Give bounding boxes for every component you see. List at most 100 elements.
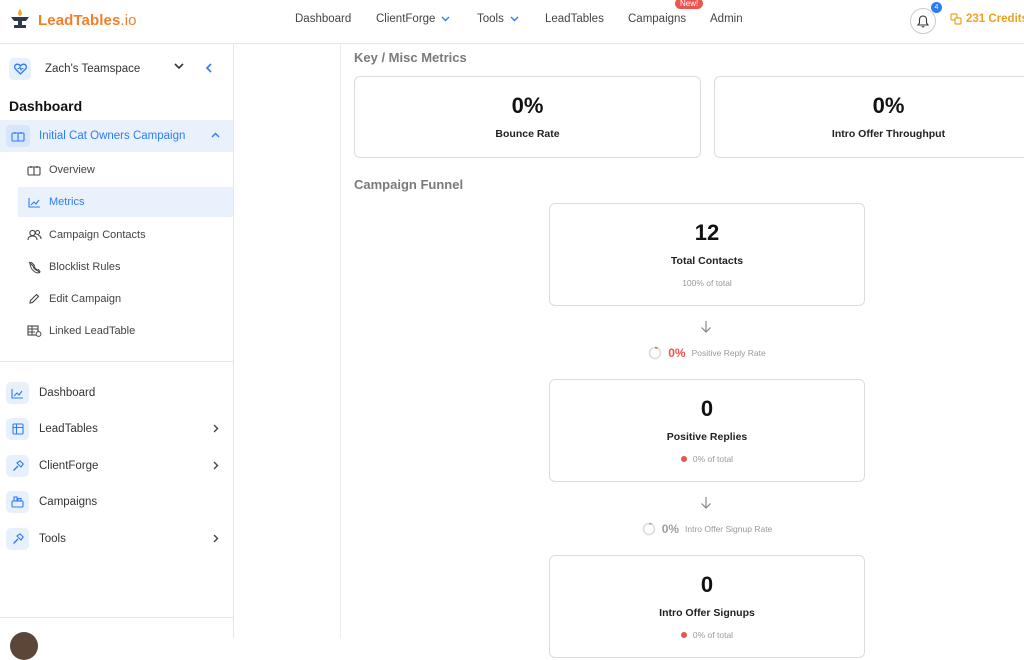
nav-dashboard-label: Dashboard bbox=[295, 13, 352, 25]
funnel-card-positive-replies: 0 Positive Replies 0% of total bbox=[549, 379, 865, 482]
arrow-down-icon bbox=[701, 321, 711, 333]
content-divider bbox=[340, 44, 341, 638]
nav-admin[interactable]: Admin bbox=[710, 13, 743, 25]
metric-label: Bounce Rate bbox=[495, 128, 560, 140]
rate-label: Positive Reply Rate bbox=[691, 348, 766, 358]
notifications-button[interactable] bbox=[910, 8, 936, 34]
sidebar-item-overview[interactable]: Overview bbox=[18, 155, 233, 185]
sidebar-item-blocklist-rules[interactable]: Blocklist Rules bbox=[18, 252, 233, 282]
funnel-value: 0 bbox=[700, 396, 714, 421]
brand-logo[interactable]: LeadTables.io bbox=[8, 7, 137, 33]
anvil-logo-icon bbox=[8, 7, 32, 33]
chevron-right-icon bbox=[213, 461, 219, 470]
funnel-label: Total Contacts bbox=[670, 255, 744, 267]
chevron-down-icon bbox=[441, 16, 450, 22]
nav-campaigns-label: Campaigns bbox=[628, 13, 687, 25]
campaign-card-icon bbox=[6, 125, 30, 147]
sidebar-divider bbox=[0, 361, 233, 362]
sidebar-item-leadtables[interactable]: LeadTables bbox=[6, 416, 226, 442]
sidebar-item-label: Blocklist Rules bbox=[49, 261, 121, 273]
nav-clientforge[interactable]: ClientForge bbox=[376, 13, 450, 25]
intro-offer-signup-rate: 0% Intro Offer Signup Rate bbox=[549, 522, 865, 536]
chevron-up-icon[interactable] bbox=[211, 132, 220, 138]
nav-dashboard[interactable]: Dashboard bbox=[295, 13, 351, 25]
funnel-card-total-contacts: 12 Total Contacts 100% of total bbox=[549, 203, 865, 306]
tools-icon bbox=[6, 528, 29, 550]
positive-reply-rate: 0% Positive Reply Rate bbox=[549, 346, 865, 360]
metric-value: 0% bbox=[511, 93, 544, 118]
nav-clientforge-label: ClientForge bbox=[376, 13, 436, 25]
chevron-down-icon bbox=[510, 16, 519, 22]
credits-label: 231 Credits bbox=[966, 13, 1024, 25]
notification-count-badge: 4 bbox=[931, 2, 942, 13]
collapse-sidebar-icon[interactable] bbox=[205, 63, 212, 73]
sidebar-item-label: Campaign Contacts bbox=[49, 229, 146, 241]
metric-card-intro-offer-throughput: 0% Intro Offer Throughput bbox=[714, 76, 1024, 158]
sidebar-item-metrics[interactable]: Metrics bbox=[18, 187, 233, 217]
chart-icon bbox=[26, 197, 42, 208]
chevron-right-icon bbox=[213, 534, 219, 543]
progress-ring-icon bbox=[648, 346, 662, 360]
nav-tools[interactable]: Tools bbox=[477, 13, 519, 25]
nav-admin-label: Admin bbox=[710, 13, 743, 25]
rate-percent: 0% bbox=[661, 522, 680, 536]
sidebar-item-label: Dashboard bbox=[39, 387, 96, 399]
heart-shield-icon bbox=[9, 58, 31, 80]
status-dot bbox=[680, 456, 687, 462]
funnel-sub-text: 100% of total bbox=[682, 278, 732, 288]
sidebar-item-label: Metrics bbox=[49, 196, 85, 208]
credits-display[interactable]: 231 Credits bbox=[950, 13, 1024, 25]
funnel-label: Positive Replies bbox=[666, 431, 748, 443]
nav-leadtables-label: LeadTables bbox=[545, 13, 604, 25]
chevron-down-icon[interactable] bbox=[174, 63, 184, 70]
nav-campaigns[interactable]: Campaigns bbox=[628, 13, 686, 25]
sidebar-item-label: Tools bbox=[39, 533, 66, 545]
sidebar-item-label: Campaigns bbox=[39, 496, 98, 508]
sidebar-item-campaign-contacts[interactable]: Campaign Contacts bbox=[18, 220, 233, 250]
sidebar-item-dashboard[interactable]: Dashboard bbox=[6, 380, 226, 406]
sidebar-item-label: Linked LeadTable bbox=[49, 325, 136, 337]
sidebar-item-label: Edit Campaign bbox=[49, 293, 122, 305]
funnel-sub-text: 0% of total bbox=[692, 454, 734, 464]
metric-value: 0% bbox=[872, 93, 905, 118]
funnel-value: 0 bbox=[700, 572, 714, 597]
sidebar-item-clientforge[interactable]: ClientForge bbox=[6, 453, 226, 479]
table-link-icon bbox=[26, 325, 42, 337]
pencil-icon bbox=[26, 293, 42, 305]
key-metrics-title: Key / Misc Metrics bbox=[354, 50, 467, 65]
campaigns-icon bbox=[6, 491, 29, 513]
sidebar-item-edit-campaign[interactable]: Edit Campaign bbox=[18, 284, 233, 314]
sidebar-item-label: LeadTables bbox=[39, 423, 98, 435]
rate-label: Intro Offer Signup Rate bbox=[685, 524, 773, 534]
teamspace-selector[interactable]: Zach's Teamspace bbox=[9, 57, 224, 81]
sidebar: Zach's Teamspace Dashboard Initial Cat O… bbox=[0, 44, 234, 660]
funnel-label: Intro Offer Signups bbox=[659, 607, 755, 619]
nav-leadtables[interactable]: LeadTables bbox=[545, 13, 604, 25]
avatar[interactable] bbox=[10, 632, 38, 660]
overview-icon bbox=[26, 165, 42, 176]
chevron-right-icon bbox=[213, 424, 219, 433]
sidebar-campaign-item[interactable]: Initial Cat Owners Campaign bbox=[0, 120, 233, 152]
bell-icon bbox=[917, 14, 929, 28]
sidebar-divider bbox=[0, 617, 233, 618]
campaign-name: Initial Cat Owners Campaign bbox=[39, 130, 186, 142]
sidebar-item-tools[interactable]: Tools bbox=[6, 526, 226, 552]
arrow-down-icon bbox=[701, 497, 711, 509]
funnel-card-intro-offer-signups: 0 Intro Offer Signups 0% of total bbox=[549, 555, 865, 658]
sidebar-item-label: Overview bbox=[49, 164, 95, 176]
funnel-sub: 0% of total bbox=[550, 454, 864, 464]
progress-ring-icon bbox=[642, 522, 655, 536]
status-dot bbox=[680, 632, 687, 638]
sidebar-item-linked-leadtable[interactable]: Linked LeadTable bbox=[18, 316, 233, 346]
funnel-sub-text: 0% of total bbox=[692, 630, 734, 640]
campaign-funnel-title: Campaign Funnel bbox=[354, 177, 464, 192]
nav-tools-label: Tools bbox=[477, 13, 504, 25]
new-badge: New! bbox=[675, 0, 704, 9]
sidebar-item-campaigns[interactable]: Campaigns bbox=[6, 489, 226, 515]
funnel-value: 12 bbox=[694, 220, 720, 245]
metric-card-bounce-rate: 0% Bounce Rate bbox=[354, 76, 701, 158]
sidebar-item-label: ClientForge bbox=[39, 460, 99, 472]
teamspace-name: Zach's Teamspace bbox=[45, 63, 141, 75]
table-icon bbox=[6, 418, 29, 440]
rate-percent: 0% bbox=[668, 346, 686, 360]
